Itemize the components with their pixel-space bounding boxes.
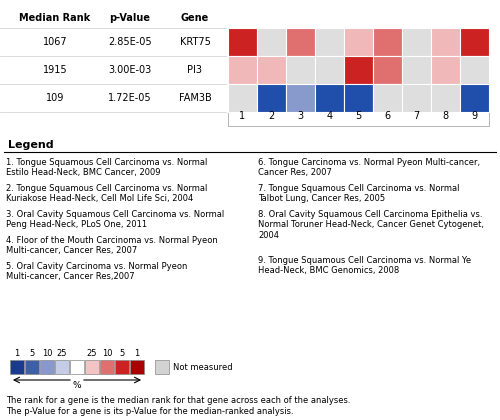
Text: 7. Tongue Squamous Cell Carcinoma vs. Normal
Talbot Lung, Cancer Res, 2005: 7. Tongue Squamous Cell Carcinoma vs. No… — [258, 184, 460, 203]
Text: Not measured: Not measured — [173, 362, 233, 372]
Text: 5: 5 — [30, 349, 35, 358]
Bar — [460, 56, 489, 84]
Bar — [85, 360, 99, 374]
Text: KRT75: KRT75 — [180, 37, 210, 47]
Text: 2: 2 — [268, 111, 274, 121]
Text: %: % — [72, 381, 82, 390]
Text: 1.72E-05: 1.72E-05 — [108, 93, 152, 103]
Text: 4: 4 — [326, 111, 332, 121]
Text: The rank for a gene is the median rank for that gene across each of the analyses: The rank for a gene is the median rank f… — [6, 396, 350, 405]
Bar — [402, 84, 431, 112]
Text: 6: 6 — [384, 111, 390, 121]
Bar — [228, 28, 257, 56]
Bar — [315, 28, 344, 56]
Bar — [257, 84, 286, 112]
Bar — [286, 84, 315, 112]
Bar — [257, 56, 286, 84]
Bar — [40, 360, 54, 374]
Text: 7: 7 — [414, 111, 420, 121]
Bar — [373, 56, 402, 84]
Text: p-Value: p-Value — [110, 13, 150, 23]
Bar — [373, 28, 402, 56]
Bar — [115, 360, 129, 374]
Text: 5. Oral Cavity Carcinoma vs. Normal Pyeon
Multi-cancer, Cancer Res,2007: 5. Oral Cavity Carcinoma vs. Normal Pyeo… — [6, 262, 188, 281]
Text: 1. Tongue Squamous Cell Carcinoma vs. Normal
Estilo Head-Neck, BMC Cancer, 2009: 1. Tongue Squamous Cell Carcinoma vs. No… — [6, 158, 207, 177]
Bar — [228, 28, 489, 126]
Bar — [431, 28, 460, 56]
Text: 4. Floor of the Mouth Carcinoma vs. Normal Pyeon
Multi-cancer, Cancer Res, 2007: 4. Floor of the Mouth Carcinoma vs. Norm… — [6, 236, 218, 255]
Text: 2.85E-05: 2.85E-05 — [108, 37, 152, 47]
Text: 5: 5 — [120, 349, 124, 358]
Bar — [286, 28, 315, 56]
Bar — [315, 84, 344, 112]
Bar — [402, 56, 431, 84]
Bar — [70, 360, 84, 374]
Text: 9. Tongue Squamous Cell Carcinoma vs. Normal Ye
Head-Neck, BMC Genomics, 2008: 9. Tongue Squamous Cell Carcinoma vs. No… — [258, 256, 471, 276]
Bar — [344, 56, 373, 84]
Bar — [130, 360, 144, 374]
Text: 8. Oral Cavity Squamous Cell Carcinoma Epithelia vs.
Normal Toruner Head-Neck, C: 8. Oral Cavity Squamous Cell Carcinoma E… — [258, 210, 484, 240]
Text: 9: 9 — [472, 111, 478, 121]
Bar — [25, 360, 39, 374]
Bar — [228, 56, 257, 84]
Text: 1: 1 — [134, 349, 140, 358]
Bar — [373, 84, 402, 112]
Bar — [55, 360, 69, 374]
Text: FAM3B: FAM3B — [178, 93, 212, 103]
Text: 2. Tongue Squamous Cell Carcinoma vs. Normal
Kuriakose Head-Neck, Cell Mol Life : 2. Tongue Squamous Cell Carcinoma vs. No… — [6, 184, 207, 203]
Bar — [431, 84, 460, 112]
Text: 1915: 1915 — [42, 65, 68, 75]
Bar — [344, 84, 373, 112]
Text: 1: 1 — [14, 349, 20, 358]
Bar — [155, 360, 169, 374]
Text: Gene: Gene — [181, 13, 209, 23]
Text: 3. Oral Cavity Squamous Cell Carcinoma vs. Normal
Peng Head-Neck, PLoS One, 2011: 3. Oral Cavity Squamous Cell Carcinoma v… — [6, 210, 224, 229]
Bar — [344, 28, 373, 56]
Text: The p-Value for a gene is its p-Value for the median-ranked analysis.: The p-Value for a gene is its p-Value fo… — [6, 407, 294, 416]
Bar — [286, 56, 315, 84]
Bar — [431, 56, 460, 84]
Bar — [315, 56, 344, 84]
Text: PI3: PI3 — [188, 65, 202, 75]
Text: 109: 109 — [46, 93, 64, 103]
Bar — [257, 28, 286, 56]
Text: 6. Tongue Carcinoma vs. Normal Pyeon Multi-cancer,
Cancer Res, 2007: 6. Tongue Carcinoma vs. Normal Pyeon Mul… — [258, 158, 480, 177]
Text: 10: 10 — [42, 349, 52, 358]
Bar — [228, 84, 257, 112]
Text: Legend: Legend — [8, 140, 54, 150]
Text: 8: 8 — [442, 111, 448, 121]
Text: 1: 1 — [240, 111, 246, 121]
Text: 25: 25 — [87, 349, 97, 358]
Text: 10: 10 — [102, 349, 112, 358]
Text: 25: 25 — [57, 349, 67, 358]
Text: 5: 5 — [356, 111, 362, 121]
Text: 1067: 1067 — [42, 37, 68, 47]
Bar — [100, 360, 114, 374]
Text: Median Rank: Median Rank — [20, 13, 90, 23]
Bar — [460, 84, 489, 112]
Bar — [10, 360, 24, 374]
Text: 3: 3 — [298, 111, 304, 121]
Bar — [402, 28, 431, 56]
Text: 3.00E-03: 3.00E-03 — [108, 65, 152, 75]
Bar — [460, 28, 489, 56]
